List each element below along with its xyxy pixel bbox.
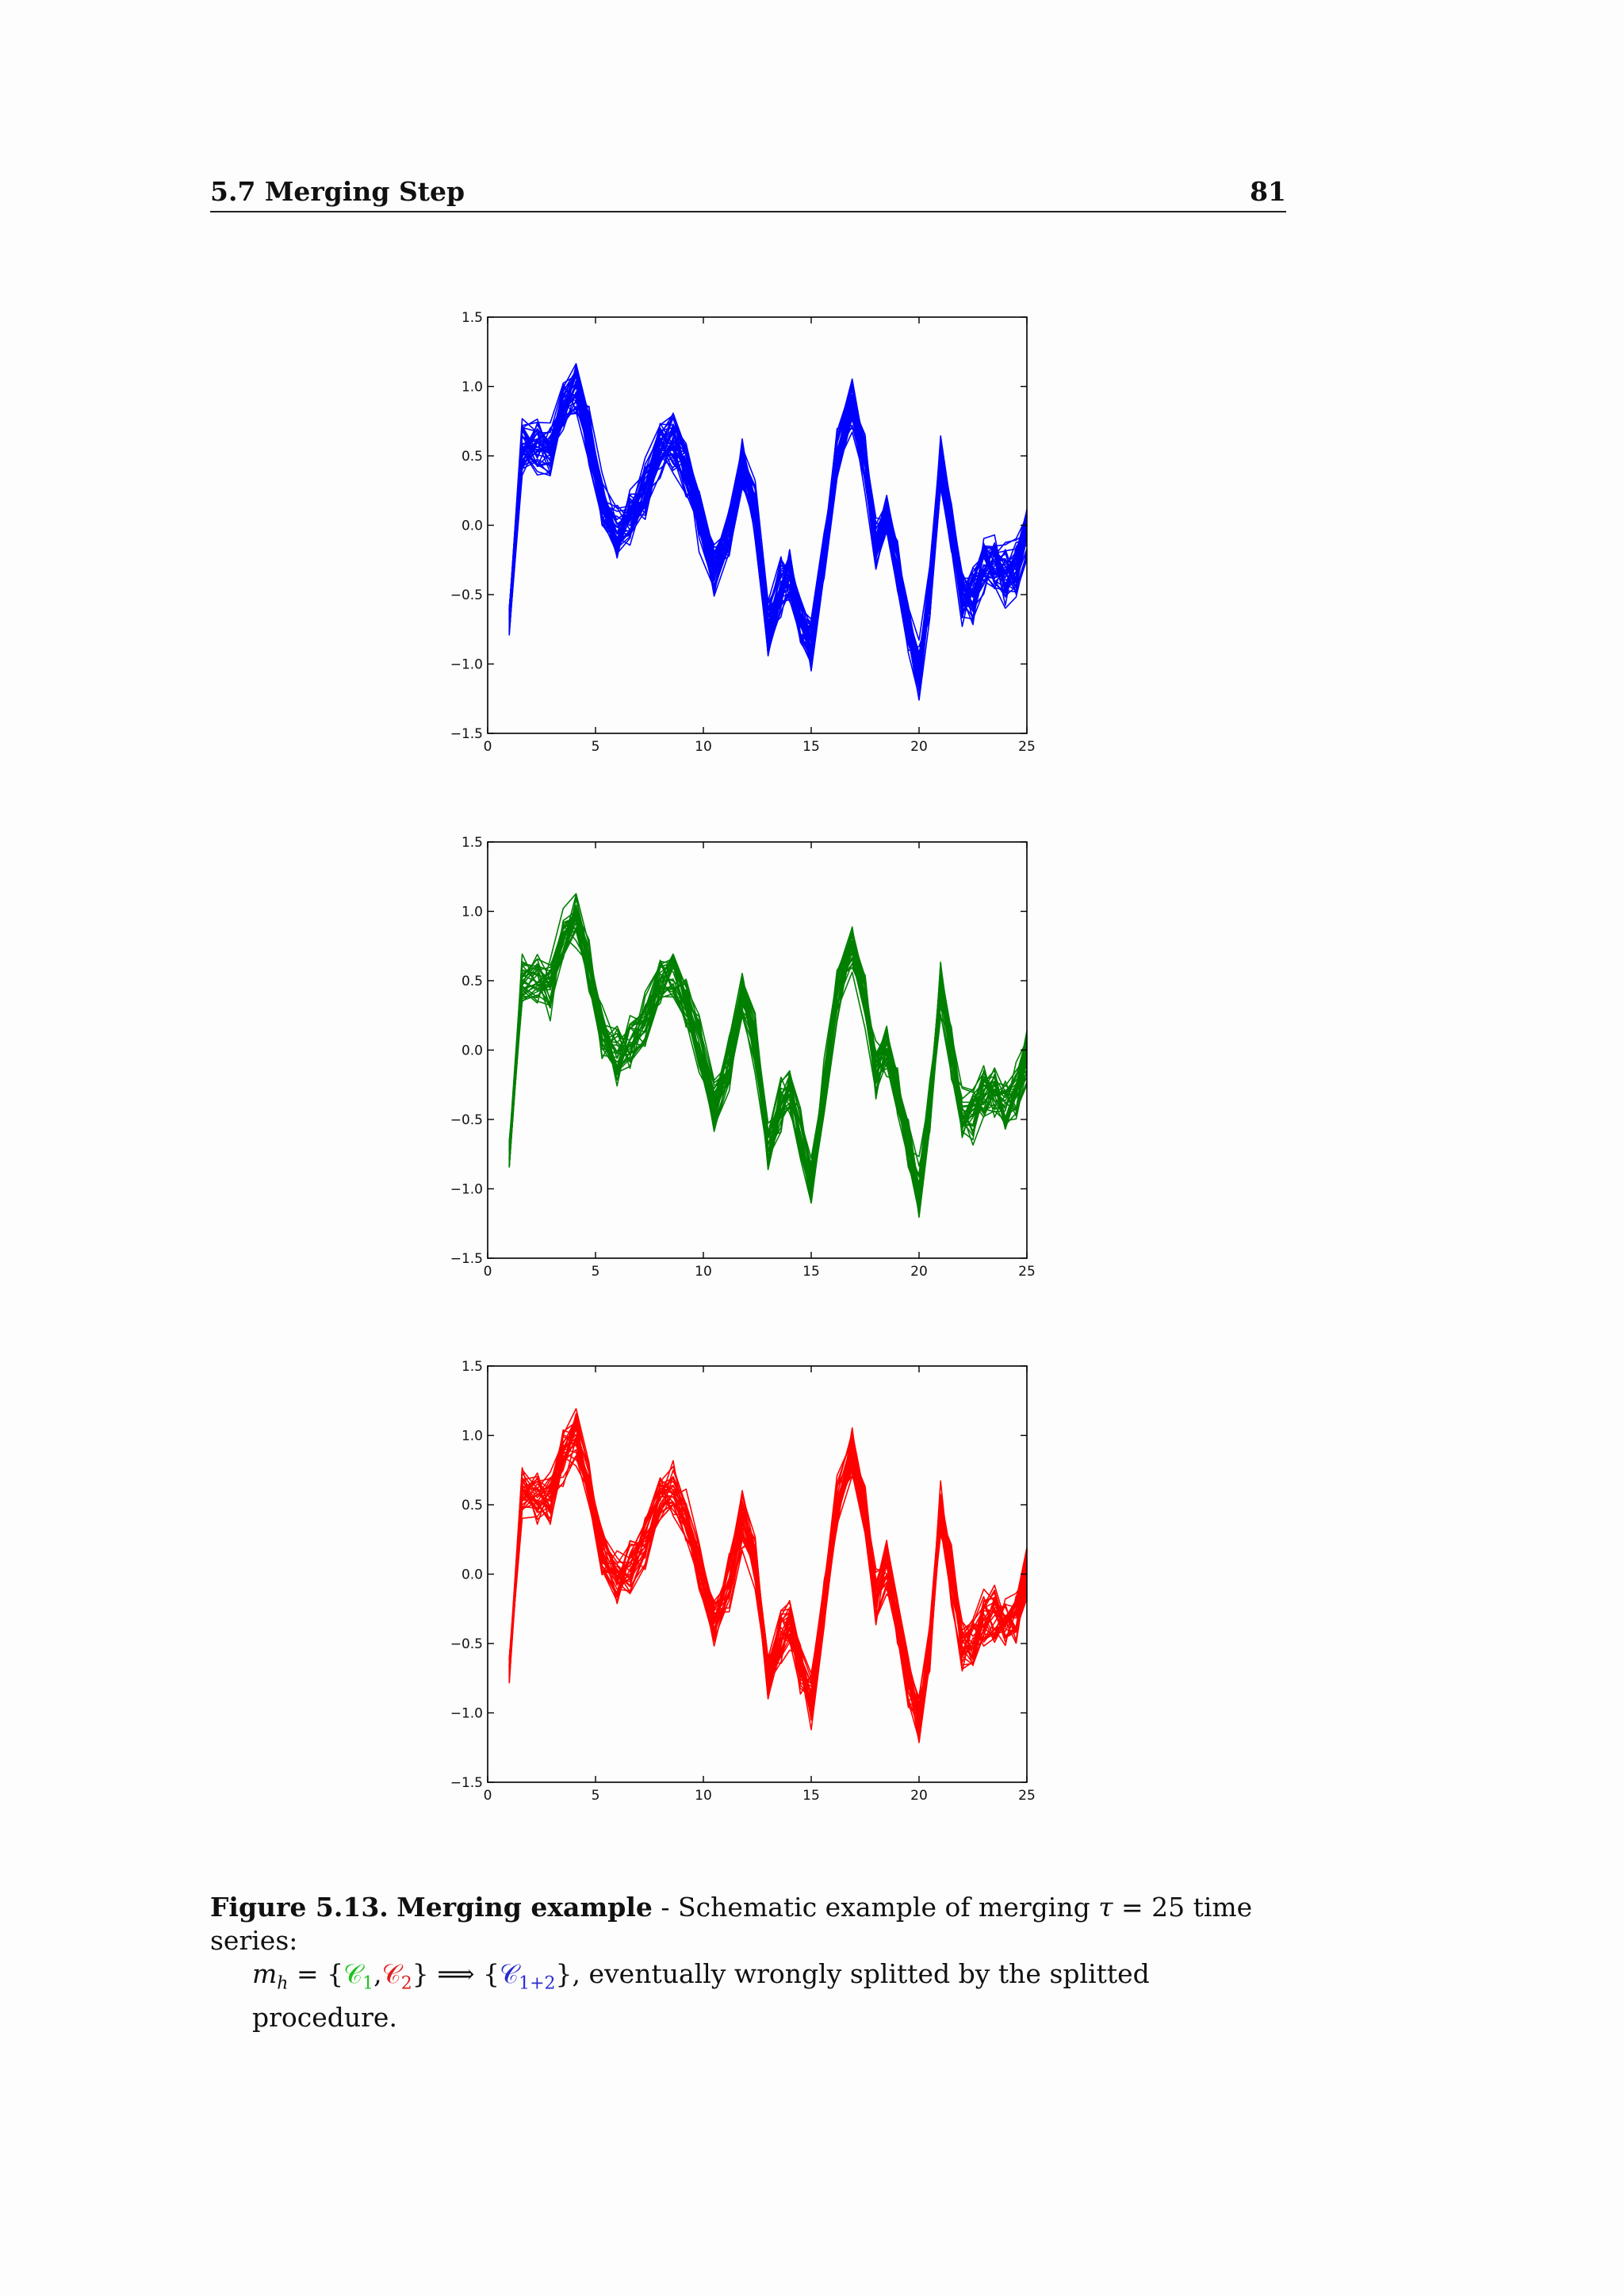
- tau-symbol: τ: [1098, 1892, 1113, 1923]
- series-line: [508, 1441, 1028, 1741]
- y-tick-label: 1.5: [462, 1359, 483, 1375]
- series-group: [508, 362, 1028, 701]
- y-tick-label: 1.5: [462, 835, 483, 851]
- y-tick-label: −1.0: [450, 1706, 483, 1722]
- x-tick-label: 10: [695, 1788, 712, 1804]
- cluster-c12: 𝒞1+2: [500, 1958, 556, 1994]
- x-tick-label: 15: [802, 1788, 820, 1804]
- page-number: 81: [1250, 176, 1286, 207]
- y-tick-label: −1.0: [450, 657, 483, 673]
- y-tick-label: 0.5: [462, 974, 483, 989]
- x-tick-label: 0: [484, 1788, 492, 1804]
- x-tick-label: 20: [910, 739, 928, 755]
- cluster-c12-subscript: 1+2: [519, 1973, 556, 1994]
- x-tick-label: 15: [802, 1264, 820, 1280]
- x-tick-label: 15: [802, 739, 820, 755]
- y-tick-label: 0.0: [462, 1567, 483, 1583]
- x-tick-label: 5: [592, 1788, 600, 1804]
- y-tick-label: 1.0: [462, 1429, 483, 1445]
- series-group: [508, 893, 1028, 1219]
- y-tick-label: 0.5: [462, 449, 483, 465]
- y-tick-label: −0.5: [450, 587, 483, 603]
- x-tick-label: 5: [592, 1264, 600, 1280]
- x-tick-label: 10: [695, 1264, 712, 1280]
- set-implies: } ⟹ {: [412, 1958, 500, 1989]
- cluster-c2-subscript: 2: [400, 1973, 412, 1994]
- running-head: 5.7 Merging Step 81: [210, 176, 1286, 212]
- y-tick-label: 1.5: [462, 310, 483, 326]
- set-comma: ,: [373, 1958, 382, 1989]
- set-open: = {: [288, 1958, 344, 1989]
- caption-eq: = 25 time series:: [210, 1892, 1253, 1956]
- y-tick-label: 0.0: [462, 1043, 483, 1059]
- series-line: [508, 1441, 1028, 1730]
- series-line: [508, 385, 1028, 672]
- x-tick-label: 5: [592, 739, 600, 755]
- figure-caption: Figure 5.13. Merging example - Schematic…: [210, 1891, 1289, 2034]
- cluster-c1-subscript: 1: [362, 1973, 374, 1994]
- series-line: [508, 377, 1028, 668]
- y-tick-label: −0.5: [450, 1112, 483, 1128]
- cluster-c2-symbol: 𝒞: [381, 1958, 401, 1989]
- y-tick-label: −1.5: [450, 726, 483, 742]
- cluster-c12-symbol: 𝒞: [500, 1958, 519, 1989]
- y-tick-label: −1.0: [450, 1182, 483, 1198]
- caption-formula-line: mh = {𝒞1,𝒞2} ⟹ {𝒞1+2}, eventually wrongl…: [210, 1957, 1289, 2034]
- y-tick-label: 0.5: [462, 1498, 483, 1513]
- y-tick-label: 0.0: [462, 519, 483, 534]
- series-line: [508, 1429, 1028, 1740]
- series-line: [508, 371, 1028, 701]
- series-group: [508, 1408, 1028, 1743]
- caption-text-2: }, eventually wrongly splitted by the sp…: [252, 1958, 1150, 2033]
- x-tick-label: 25: [1018, 739, 1036, 755]
- y-tick-label: −1.5: [450, 1251, 483, 1267]
- figure-label: Figure 5.13.: [210, 1892, 389, 1923]
- y-tick-label: −1.5: [450, 1775, 483, 1791]
- red-cluster-plot: 1.5 1.0 0.5 0.0 −0.5 −1.0 −1.50 5 10 15 20 25: [450, 1359, 1036, 1804]
- series-line: [508, 1425, 1028, 1725]
- x-tick-label: 25: [1018, 1264, 1036, 1280]
- cluster-c1-symbol: 𝒞: [343, 1958, 363, 1989]
- cluster-c2: 𝒞2: [381, 1958, 412, 1994]
- section-title: 5.7 Merging Step: [210, 176, 465, 207]
- m-symbol: m: [252, 1958, 278, 1989]
- y-tick-label: 1.0: [462, 905, 483, 920]
- series-line: [508, 911, 1028, 1182]
- x-tick-label: 0: [484, 1264, 492, 1280]
- x-tick-label: 0: [484, 739, 492, 755]
- x-tick-label: 10: [695, 739, 712, 755]
- y-tick-label: −0.5: [450, 1636, 483, 1652]
- green-cluster-plot: 1.5 1.0 0.5 0.0 −0.5 −1.0 −1.50 5 10 15 20 25: [450, 835, 1036, 1280]
- caption-text-1: - Schematic example of merging: [652, 1892, 1099, 1923]
- series-line: [508, 910, 1028, 1214]
- series-line: [508, 930, 1028, 1196]
- figure-title: Merging example: [396, 1892, 653, 1923]
- blue-cluster-plot: 1.5 1.0 0.5 0.0 −0.5 −1.0 −1.50 5 10 15 20 25: [450, 310, 1036, 755]
- series-line: [508, 1456, 1028, 1736]
- cluster-c1: 𝒞1: [343, 1958, 373, 1994]
- m-subscript: h: [277, 1973, 289, 1994]
- x-tick-label: 20: [910, 1788, 928, 1804]
- y-tick-label: 1.0: [462, 380, 483, 396]
- x-tick-label: 20: [910, 1264, 928, 1280]
- x-tick-label: 25: [1018, 1788, 1036, 1804]
